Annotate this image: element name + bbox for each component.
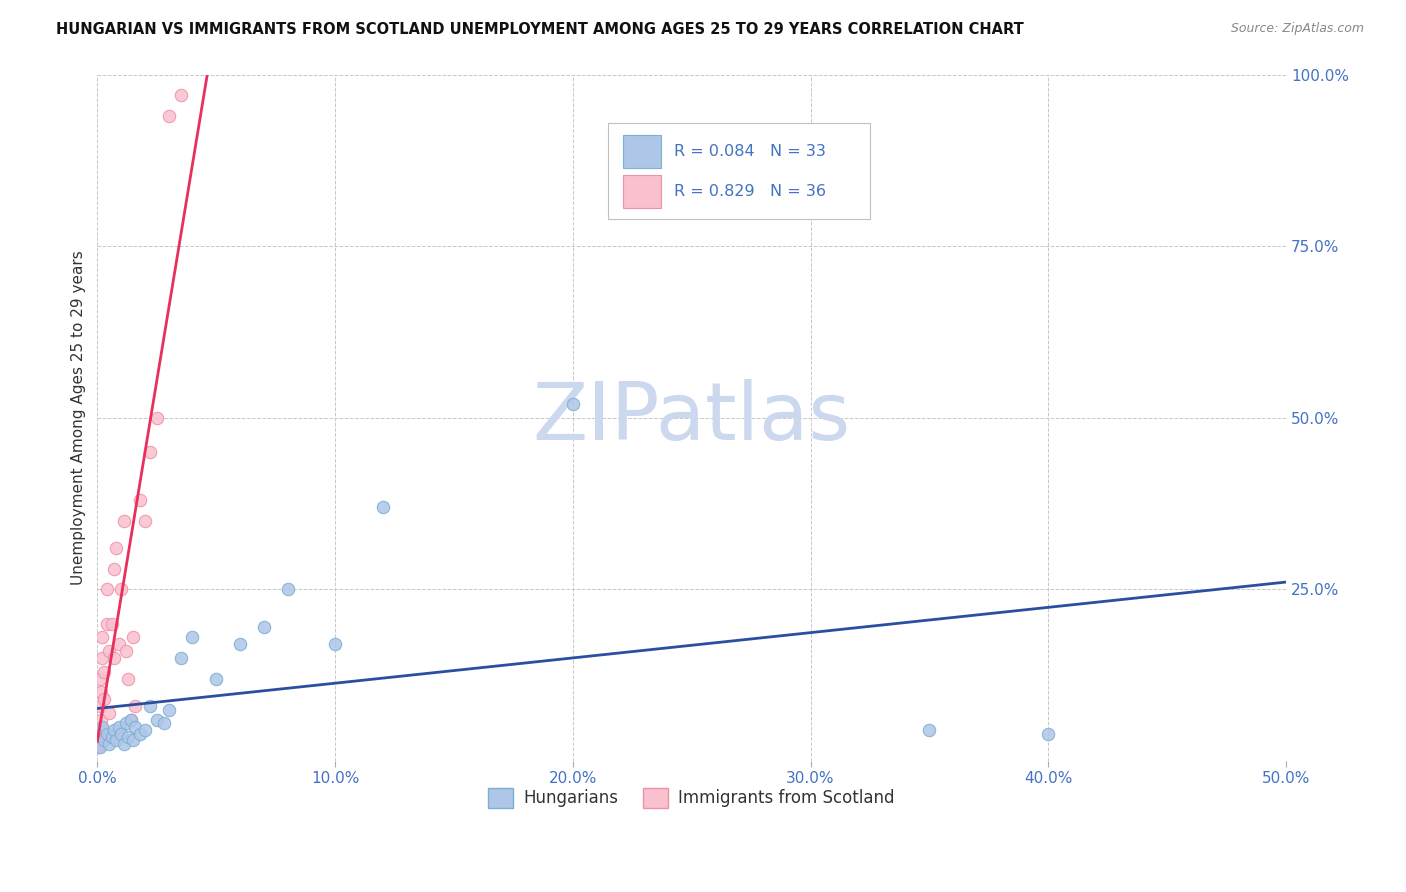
Point [561, 397, 583, 411]
Point [120, 713, 142, 727]
Point [89, 699, 111, 714]
Point [1038, 726, 1060, 740]
Point [918, 723, 941, 738]
Point [103, 651, 125, 665]
Point [103, 562, 125, 576]
Point [90, 685, 112, 699]
Legend: Hungarians, Immigrants from Scotland: Hungarians, Immigrants from Scotland [482, 780, 901, 814]
Point [371, 500, 394, 514]
Point [89, 737, 111, 751]
Point [93, 665, 115, 679]
Point [115, 644, 138, 658]
Point [91, 631, 114, 645]
Point [107, 637, 129, 651]
Point [122, 631, 145, 645]
Point [117, 730, 139, 744]
Point [117, 672, 139, 686]
Point [146, 410, 169, 425]
Point [87, 740, 110, 755]
Text: R = 0.829   N = 36: R = 0.829 N = 36 [673, 184, 825, 199]
Point [157, 109, 180, 123]
Point [229, 637, 252, 651]
Point [91, 651, 114, 665]
Point [89, 672, 111, 686]
Point [98, 644, 121, 658]
Point [107, 720, 129, 734]
Point [323, 637, 346, 651]
Point [98, 706, 121, 720]
Point [120, 713, 142, 727]
Point [169, 88, 191, 103]
Point [122, 733, 145, 747]
Point [91, 720, 114, 734]
Point [138, 699, 160, 714]
Point [103, 723, 125, 738]
Point [91, 733, 114, 747]
Point [138, 445, 160, 459]
Point [90, 713, 112, 727]
Point [89, 740, 111, 755]
Point [129, 726, 152, 740]
Point [129, 493, 152, 508]
Point [93, 733, 115, 747]
Point [112, 737, 135, 751]
Point [134, 723, 156, 738]
Point [98, 737, 121, 751]
Point [87, 726, 110, 740]
Point [181, 631, 204, 645]
Point [112, 514, 135, 528]
FancyBboxPatch shape [623, 175, 661, 208]
Point [100, 730, 122, 744]
Point [96, 616, 118, 631]
Point [87, 733, 110, 747]
Point [100, 616, 122, 631]
Text: Source: ZipAtlas.com: Source: ZipAtlas.com [1230, 22, 1364, 36]
FancyBboxPatch shape [609, 122, 870, 219]
Point [105, 541, 128, 556]
Point [96, 582, 118, 597]
Point [115, 716, 138, 731]
Point [124, 699, 146, 714]
Point [96, 726, 118, 740]
Text: HUNGARIAN VS IMMIGRANTS FROM SCOTLAND UNEMPLOYMENT AMONG AGES 25 TO 29 YEARS COR: HUNGARIAN VS IMMIGRANTS FROM SCOTLAND UN… [56, 22, 1024, 37]
Point [253, 620, 276, 634]
Point [205, 672, 228, 686]
Point [110, 582, 132, 597]
Point [157, 702, 180, 716]
Point [277, 582, 299, 597]
Point [146, 713, 169, 727]
Point [134, 514, 156, 528]
Text: R = 0.084   N = 33: R = 0.084 N = 33 [673, 144, 825, 159]
Point [89, 720, 111, 734]
Y-axis label: Unemployment Among Ages 25 to 29 years: Unemployment Among Ages 25 to 29 years [72, 251, 86, 585]
FancyBboxPatch shape [623, 135, 661, 168]
Point [105, 733, 128, 747]
Point [124, 720, 146, 734]
Point [169, 651, 191, 665]
Point [93, 692, 115, 706]
Point [110, 726, 132, 740]
Point [153, 716, 176, 731]
Text: ZIPatlas: ZIPatlas [533, 379, 851, 457]
